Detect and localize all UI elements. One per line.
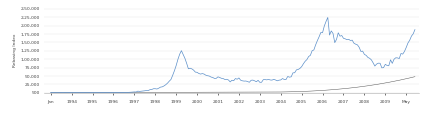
Y-axis label: Rebasing Index: Rebasing Index bbox=[14, 33, 17, 67]
